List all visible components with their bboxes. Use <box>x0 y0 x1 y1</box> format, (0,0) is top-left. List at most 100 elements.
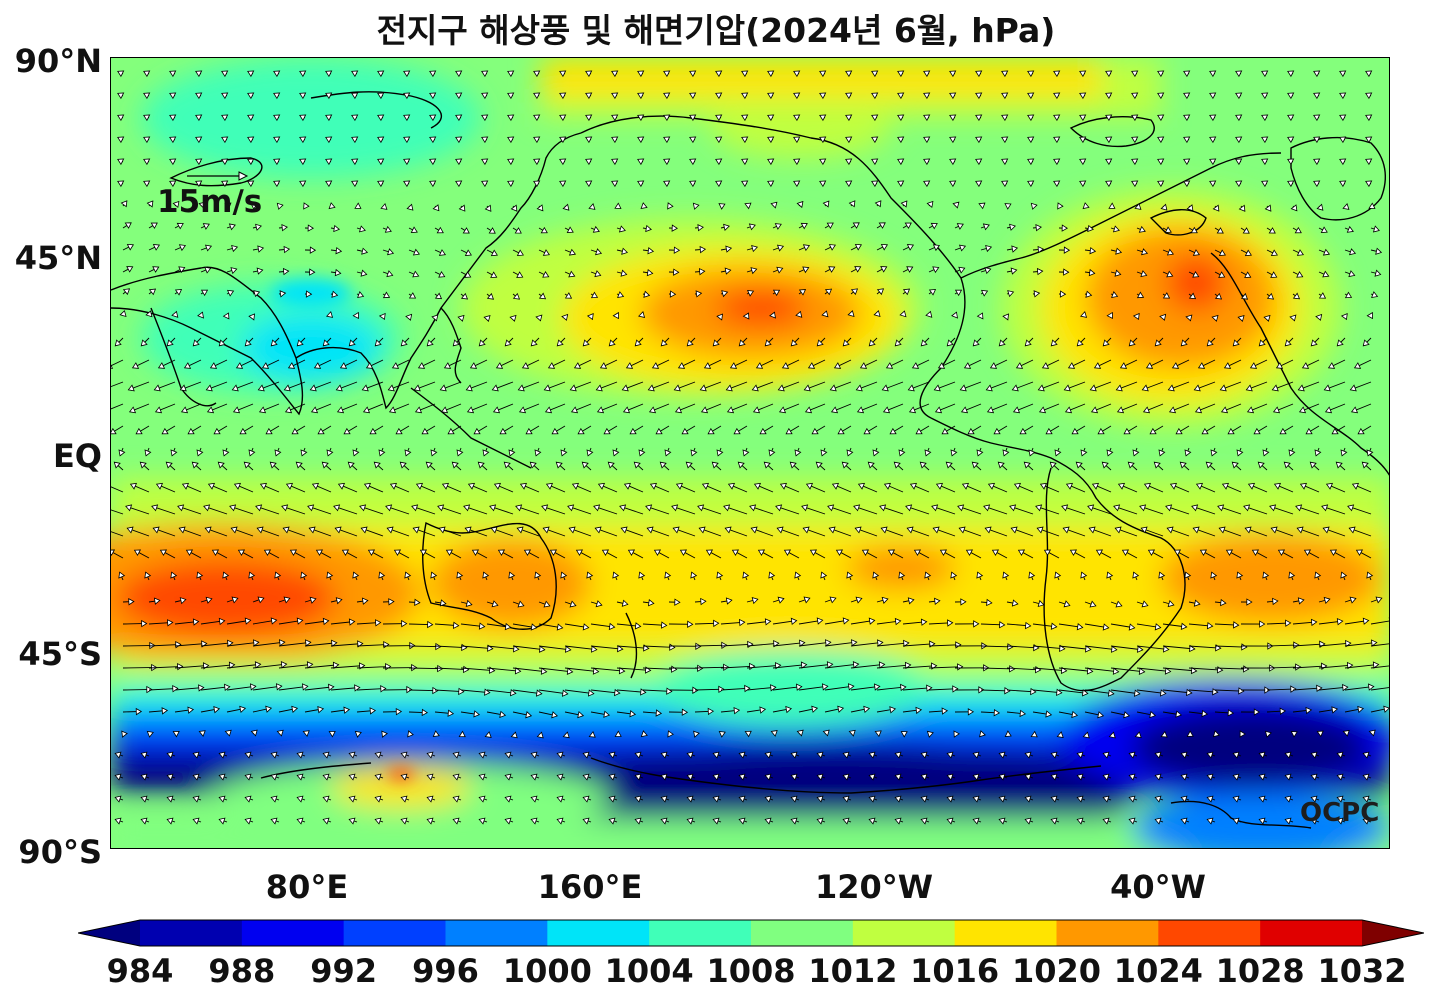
wind-vector-arrow <box>897 180 905 188</box>
wind-vector-arrow <box>426 337 436 347</box>
wind-vector-arrow <box>649 482 670 493</box>
wind-vector-arrow <box>1235 158 1243 166</box>
colorbar-segment <box>649 920 752 946</box>
wind-vector-arrow <box>185 549 202 559</box>
wind-vector-arrow <box>1365 158 1373 166</box>
wind-vector-arrow <box>677 359 696 369</box>
wind-vector-arrow <box>672 526 696 537</box>
wind-vector-arrow <box>1006 709 1027 718</box>
wind-vector-arrow <box>581 461 592 471</box>
wind-vector-arrow <box>1173 549 1190 559</box>
wind-vector-arrow <box>1262 571 1270 581</box>
wind-vector-arrow <box>951 311 958 319</box>
wind-vector-arrow <box>729 359 748 369</box>
wind-vector-arrow <box>490 526 514 537</box>
wind-vector-arrow <box>1240 227 1250 234</box>
wind-vector-arrow <box>1214 292 1223 300</box>
wind-vector-arrow <box>642 621 668 629</box>
wind-vector-arrow <box>1188 599 1201 607</box>
wind-vector-arrow <box>1084 268 1096 277</box>
wind-vector-arrow <box>1237 314 1245 322</box>
wind-vector-arrow <box>611 70 619 78</box>
wind-vector-arrow <box>1318 618 1344 626</box>
wind-vector-arrow <box>330 597 343 605</box>
wind-vector-arrow <box>114 817 124 825</box>
wind-vector-arrow <box>299 70 307 78</box>
wind-vector-arrow <box>1006 599 1019 607</box>
wind-vector-arrow <box>243 461 254 471</box>
wind-vector-arrow <box>564 292 573 299</box>
wind-vector-arrow <box>1287 92 1295 100</box>
wind-vector-arrow <box>247 158 255 166</box>
wind-vector-arrow <box>1236 447 1244 457</box>
wind-vector-arrow <box>129 482 150 493</box>
wind-vector-arrow <box>460 227 470 234</box>
wind-vector-arrow <box>278 245 291 254</box>
wind-vector-arrow <box>1370 269 1382 277</box>
wind-vector-arrow <box>1271 381 1294 392</box>
wind-vector-arrow <box>1053 180 1061 188</box>
wind-vector-arrow <box>504 773 514 781</box>
wind-vector-arrow <box>304 617 330 626</box>
wind-vector-arrow <box>148 288 157 296</box>
wind-vector-arrow <box>507 180 515 188</box>
wind-vector-arrow <box>482 571 490 581</box>
wind-vector-arrow <box>200 617 226 626</box>
wind-vector-arrow <box>304 706 325 714</box>
wind-vector-arrow <box>512 689 543 697</box>
wind-vector-arrow <box>712 773 722 781</box>
wind-vector-arrow <box>1071 425 1086 435</box>
wind-vector-arrow <box>975 92 983 100</box>
wind-vector-arrow <box>538 645 572 653</box>
wind-vector-arrow <box>627 549 644 559</box>
wind-vector-arrow <box>1240 292 1249 300</box>
wind-vector-arrow <box>122 243 134 251</box>
wind-vector-arrow <box>1214 271 1226 278</box>
wind-vector-arrow <box>1261 114 1269 122</box>
wind-vector-arrow <box>1101 461 1112 471</box>
wind-vector-arrow <box>819 158 827 166</box>
wind-vector-arrow <box>456 447 464 457</box>
wind-vector-arrow <box>960 403 982 414</box>
wind-vector-arrow <box>417 359 436 369</box>
wind-vector-arrow <box>1087 504 1112 515</box>
wind-vector-arrow <box>1110 600 1123 608</box>
wind-vector-arrow <box>1344 661 1380 669</box>
wind-vector-arrow <box>421 425 436 435</box>
wind-vector-arrow <box>1329 549 1346 559</box>
wind-vector-arrow <box>374 337 384 347</box>
wind-vector-arrow <box>437 504 462 515</box>
wind-vector-arrow <box>257 381 280 392</box>
wind-vector-arrow <box>252 705 273 713</box>
wind-vector-arrow <box>824 705 845 713</box>
wind-vector-arrow <box>1344 248 1357 256</box>
wind-vector-arrow <box>902 706 923 715</box>
wind-vector-arrow <box>1370 617 1389 625</box>
wind-vector-arrow <box>833 359 852 369</box>
wind-vector-arrow <box>744 202 752 210</box>
wind-vector-arrow <box>700 403 722 414</box>
wind-vector-arrow <box>597 482 618 493</box>
wind-vector-arrow <box>1266 271 1278 278</box>
wind-vector-arrow <box>720 290 729 298</box>
wind-vector-arrow <box>221 158 229 166</box>
wind-vector-arrow <box>517 381 540 392</box>
wind-vector-arrow <box>304 246 317 254</box>
colorbar-segment <box>445 920 548 946</box>
wind-vector-arrow <box>321 461 332 471</box>
wind-vector-arrow <box>1193 381 1216 392</box>
wind-vector-arrow <box>244 795 254 803</box>
x-tick-120w: 120°W <box>814 868 934 906</box>
wind-vector-arrow <box>976 447 984 457</box>
wind-vector-arrow <box>923 92 931 100</box>
wind-vector-arrow <box>585 92 593 100</box>
wind-vector-arrow <box>845 180 853 188</box>
wind-vector-arrow <box>897 114 905 122</box>
wind-vector-arrow <box>128 403 150 414</box>
wind-vector-arrow <box>499 425 514 435</box>
wind-vector-arrow <box>322 751 332 759</box>
wind-vector-arrow <box>274 571 282 581</box>
wind-vector-arrow <box>391 359 410 369</box>
wind-vector-arrow <box>1175 425 1190 435</box>
wind-vector-arrow <box>809 549 826 559</box>
